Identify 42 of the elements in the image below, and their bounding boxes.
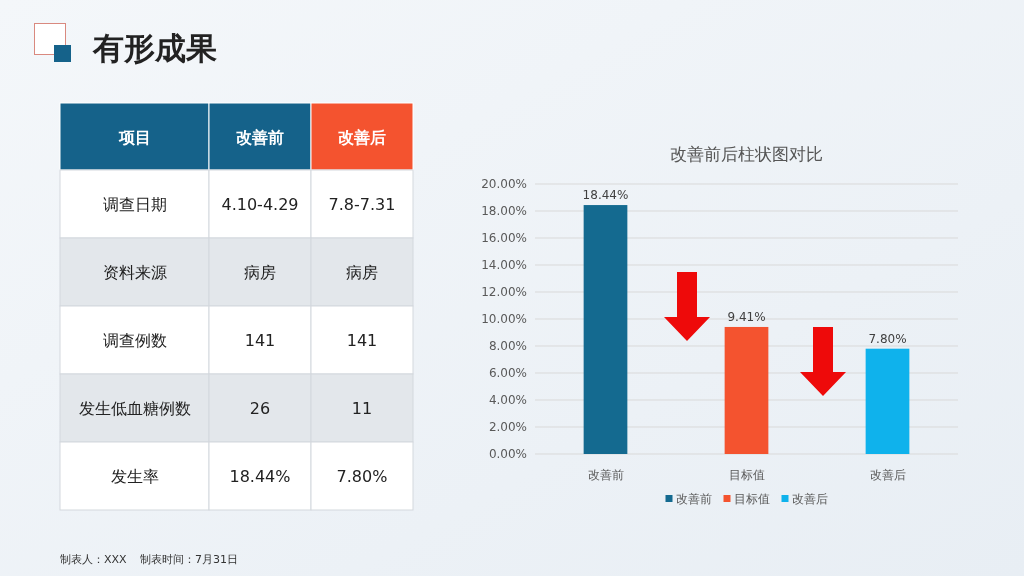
x-tick-label: 改善后 — [869, 468, 906, 482]
y-tick-label: 8.00% — [488, 339, 527, 353]
text: 7.8-7.31 — [328, 195, 396, 214]
text: 11 — [351, 399, 373, 418]
text: 141 — [346, 331, 378, 350]
text: 制表时间：7月31日 — [140, 553, 238, 566]
category-label: 项目 — [117, 127, 151, 147]
text: 发生率 — [110, 467, 159, 486]
y-tick-label: 6.00% — [488, 366, 527, 380]
text: 26 — [249, 399, 271, 418]
y-tick-label: 18.00% — [481, 204, 527, 218]
y-tick-label: 16.00% — [481, 231, 527, 245]
text: 有形成果 — [92, 30, 217, 66]
text: 病房 — [346, 263, 378, 282]
x-tick-label: 目标值 — [728, 468, 765, 482]
y-tick-label: 2.00% — [488, 420, 527, 434]
y-tick-label: 0.00% — [488, 447, 527, 461]
legend-label: 改善前 — [675, 492, 712, 506]
y-tick-label: 12.00% — [481, 285, 527, 299]
category-label: 改善后 — [338, 127, 386, 147]
text: 7.80% — [336, 467, 388, 486]
chart-title: 改善前后柱状图对比 — [670, 144, 823, 164]
text: 病房 — [244, 263, 276, 282]
legend-label: 改善后 — [791, 492, 828, 506]
x-tick-label: 改善前 — [587, 468, 624, 482]
legend-label: 目标值 — [733, 492, 770, 506]
text: 4.10-4.29 — [221, 195, 299, 214]
y-tick-label: 4.00% — [488, 393, 527, 407]
data-label: 7.80% — [868, 331, 907, 346]
text: 发生低血糖例数 — [78, 399, 191, 418]
text: 调查例数 — [102, 331, 167, 350]
text: 141 — [244, 331, 276, 350]
data-label: 18.44% — [582, 188, 629, 203]
y-tick-label: 20.00% — [481, 177, 527, 191]
text: 资料来源 — [102, 263, 167, 282]
y-tick-label: 10.00% — [481, 312, 527, 326]
text: 调查日期 — [102, 195, 167, 214]
text: 制表人：XXX — [60, 553, 128, 566]
text: 18.44% — [229, 467, 291, 486]
y-tick-label: 14.00% — [481, 258, 527, 272]
data-label: 9.41% — [727, 309, 766, 324]
category-label: 改善前 — [236, 127, 284, 147]
